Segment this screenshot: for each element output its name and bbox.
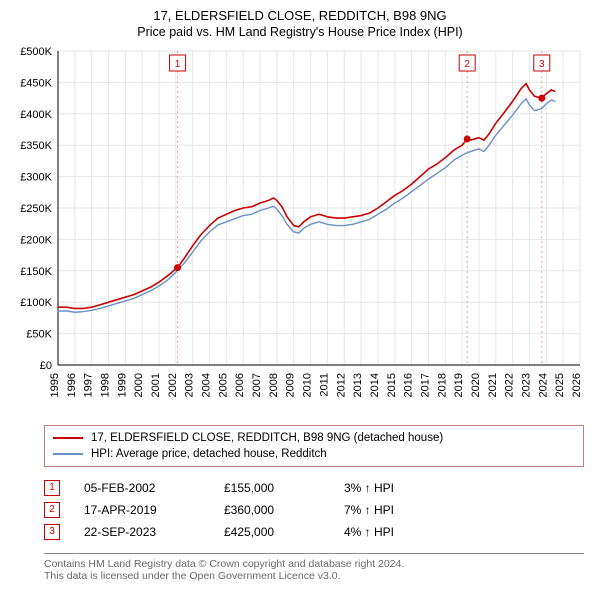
svg-text:2007: 2007	[251, 373, 263, 397]
svg-text:£250K: £250K	[20, 203, 52, 215]
event-badge: 1	[44, 480, 60, 496]
svg-text:3: 3	[539, 59, 545, 70]
svg-text:1997: 1997	[83, 373, 95, 397]
svg-text:1996: 1996	[66, 373, 78, 397]
legend-swatch	[53, 453, 83, 455]
event-badge: 2	[44, 502, 60, 518]
event-row: 1 05-FEB-2002£155,0003% ↑ HPI	[44, 477, 584, 499]
chart-svg: £0 £50K £100K £150K £200K £250K £300K £350K £400…	[10, 45, 590, 415]
svg-text:2022: 2022	[504, 373, 516, 397]
svg-text:1: 1	[175, 59, 181, 70]
event-price: £155,000	[224, 481, 344, 495]
footer: Contains HM Land Registry data © Crown c…	[44, 553, 584, 582]
svg-text:2020: 2020	[470, 373, 482, 397]
svg-text:2: 2	[464, 59, 470, 70]
svg-text:2025: 2025	[554, 373, 566, 397]
svg-text:2001: 2001	[150, 373, 162, 397]
svg-text:2010: 2010	[302, 373, 314, 397]
svg-text:2019: 2019	[453, 373, 465, 397]
event-delta: 3% ↑ HPI	[344, 481, 454, 495]
svg-text:£350K: £350K	[20, 140, 52, 152]
svg-text:2011: 2011	[318, 373, 330, 397]
svg-text:£100K: £100K	[20, 297, 52, 309]
event-price: £425,000	[224, 525, 344, 539]
svg-text:2013: 2013	[352, 373, 364, 397]
events-table: 1 05-FEB-2002£155,0003% ↑ HPI 2 17-APR-2019…	[44, 477, 584, 543]
legend-box: 17, ELDERSFIELD CLOSE, REDDITCH, B98 9NG…	[44, 425, 584, 467]
footer-line-1: Contains HM Land Registry data © Crown c…	[44, 558, 584, 570]
chart-title: 17, ELDERSFIELD CLOSE, REDDITCH, B98 9NG	[10, 8, 590, 23]
event-date: 22-SEP-2023	[84, 525, 224, 539]
legend-label: HPI: Average price, detached house, Redd…	[91, 448, 327, 460]
event-price: £360,000	[224, 503, 344, 517]
chart: £0 £50K £100K £150K £200K £250K £300K £350K £400…	[10, 45, 590, 415]
svg-text:2008: 2008	[268, 373, 280, 397]
event-badge: 3	[44, 524, 60, 540]
svg-text:£0: £0	[40, 360, 52, 372]
svg-text:2009: 2009	[285, 373, 297, 397]
svg-text:2021: 2021	[487, 373, 499, 397]
svg-text:£200K: £200K	[20, 234, 52, 246]
svg-text:£50K: £50K	[26, 329, 52, 341]
svg-text:2000: 2000	[133, 373, 145, 397]
legend-label: 17, ELDERSFIELD CLOSE, REDDITCH, B98 9NG…	[91, 432, 443, 444]
svg-text:2012: 2012	[335, 373, 347, 397]
svg-text:2004: 2004	[201, 373, 213, 397]
svg-text:£400K: £400K	[20, 109, 52, 121]
svg-text:2017: 2017	[419, 373, 431, 397]
event-delta: 4% ↑ HPI	[344, 525, 454, 539]
event-date: 17-APR-2019	[84, 503, 224, 517]
svg-text:2002: 2002	[167, 373, 179, 397]
svg-text:£450K: £450K	[20, 77, 52, 89]
svg-text:2006: 2006	[234, 373, 246, 397]
svg-text:2015: 2015	[386, 373, 398, 397]
event-date: 05-FEB-2002	[84, 481, 224, 495]
svg-text:£500K: £500K	[20, 46, 52, 58]
svg-text:2026: 2026	[571, 373, 583, 397]
footer-line-2: This data is licensed under the Open Gov…	[44, 570, 584, 582]
svg-text:2018: 2018	[436, 373, 448, 397]
svg-text:2024: 2024	[537, 373, 549, 397]
page-container: 17, ELDERSFIELD CLOSE, REDDITCH, B98 9NG…	[0, 0, 600, 590]
svg-text:1999: 1999	[116, 373, 128, 397]
svg-text:2016: 2016	[403, 373, 415, 397]
svg-text:2014: 2014	[369, 373, 381, 397]
svg-text:1995: 1995	[49, 373, 61, 397]
svg-text:£300K: £300K	[20, 172, 52, 184]
svg-text:2003: 2003	[184, 373, 196, 397]
event-row: 2 17-APR-2019£360,0007% ↑ HPI	[44, 499, 584, 521]
legend-swatch	[53, 437, 83, 439]
svg-text:£150K: £150K	[20, 266, 52, 278]
svg-text:2005: 2005	[217, 373, 229, 397]
svg-text:2023: 2023	[520, 373, 532, 397]
event-row: 3 22-SEP-2023£425,0004% ↑ HPI	[44, 521, 584, 543]
legend-item: HPI: Average price, detached house, Redd…	[53, 446, 575, 462]
legend-item: 17, ELDERSFIELD CLOSE, REDDITCH, B98 9NG…	[53, 430, 575, 446]
event-delta: 7% ↑ HPI	[344, 503, 454, 517]
svg-text:1998: 1998	[100, 373, 112, 397]
chart-subtitle: Price paid vs. HM Land Registry's House …	[10, 25, 590, 39]
